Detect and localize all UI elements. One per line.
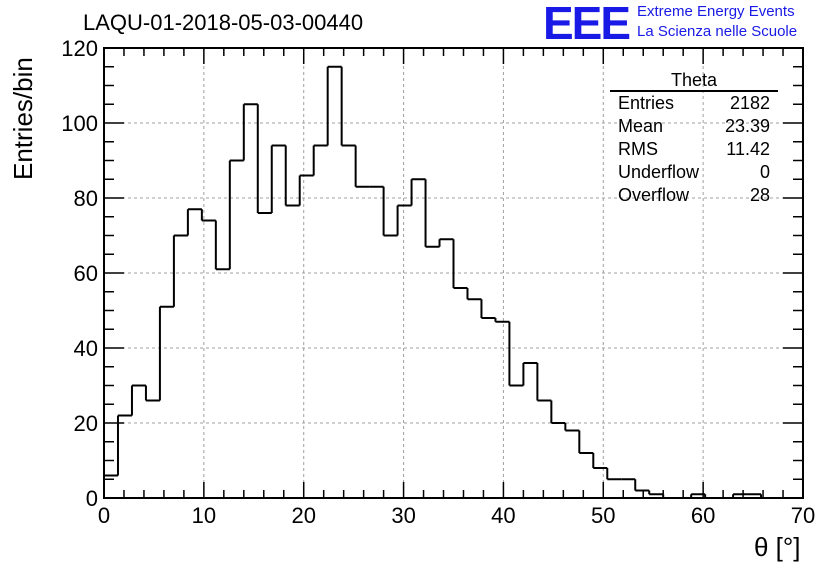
stats-label: Entries xyxy=(618,93,675,113)
grid-lines xyxy=(104,48,803,498)
x-tick-label: 20 xyxy=(291,503,315,528)
stats-value: 11.42 xyxy=(726,139,770,159)
x-axis-label: θ [°] xyxy=(754,532,801,562)
stats-value: 23.39 xyxy=(724,116,770,136)
histogram-bins xyxy=(103,65,803,499)
logo-caption-line2: La Scienza nelle Scuole xyxy=(637,23,798,40)
eee-logo: EEE xyxy=(543,0,631,49)
stats-label: Overflow xyxy=(618,185,690,205)
y-tick-label: 20 xyxy=(74,411,98,436)
chart-title: LAQU-01-2018-05-03-00440 xyxy=(83,10,364,35)
y-tick-label: 40 xyxy=(74,336,98,361)
x-tick-label: 0 xyxy=(98,503,110,528)
stats-label: Underflow xyxy=(618,162,700,182)
stats-label: Mean xyxy=(618,116,664,136)
x-tick-label: 60 xyxy=(691,503,715,528)
stats-box: Theta Entries 2182 Mean 23.39 RMS 11.42 … xyxy=(610,70,778,207)
x-tick-label: 40 xyxy=(491,503,515,528)
x-tick-label: 70 xyxy=(791,503,815,528)
y-tick-label: 80 xyxy=(74,186,98,211)
x-tick-label: 10 xyxy=(192,503,216,528)
stats-row: Overflow 28 xyxy=(610,184,778,207)
stats-row: Underflow 0 xyxy=(610,161,778,184)
y-tick-label: 120 xyxy=(61,36,98,61)
x-tick-label: 30 xyxy=(391,503,415,528)
stats-row: RMS 11.42 xyxy=(610,138,778,161)
stats-row: Entries 2182 xyxy=(610,92,778,115)
stats-title: Theta xyxy=(610,70,778,92)
y-tick-label: 60 xyxy=(74,261,98,286)
stats-label: RMS xyxy=(618,139,658,159)
y-axis-label: Entries/bin xyxy=(8,57,38,180)
axis-ticks: 0 10 20 30 40 50 60 70 0 20 40 60 80 100 120 xyxy=(61,36,815,528)
stats-value: 2182 xyxy=(729,93,770,113)
stats-value: 0 xyxy=(759,162,770,182)
x-tick-label: 50 xyxy=(591,503,615,528)
logo-caption-line1: Extreme Energy Events xyxy=(637,3,795,20)
stats-row: Mean 23.39 xyxy=(610,115,778,138)
y-tick-label: 100 xyxy=(61,111,98,136)
stats-value: 28 xyxy=(749,185,770,205)
y-tick-label: 0 xyxy=(86,486,98,511)
